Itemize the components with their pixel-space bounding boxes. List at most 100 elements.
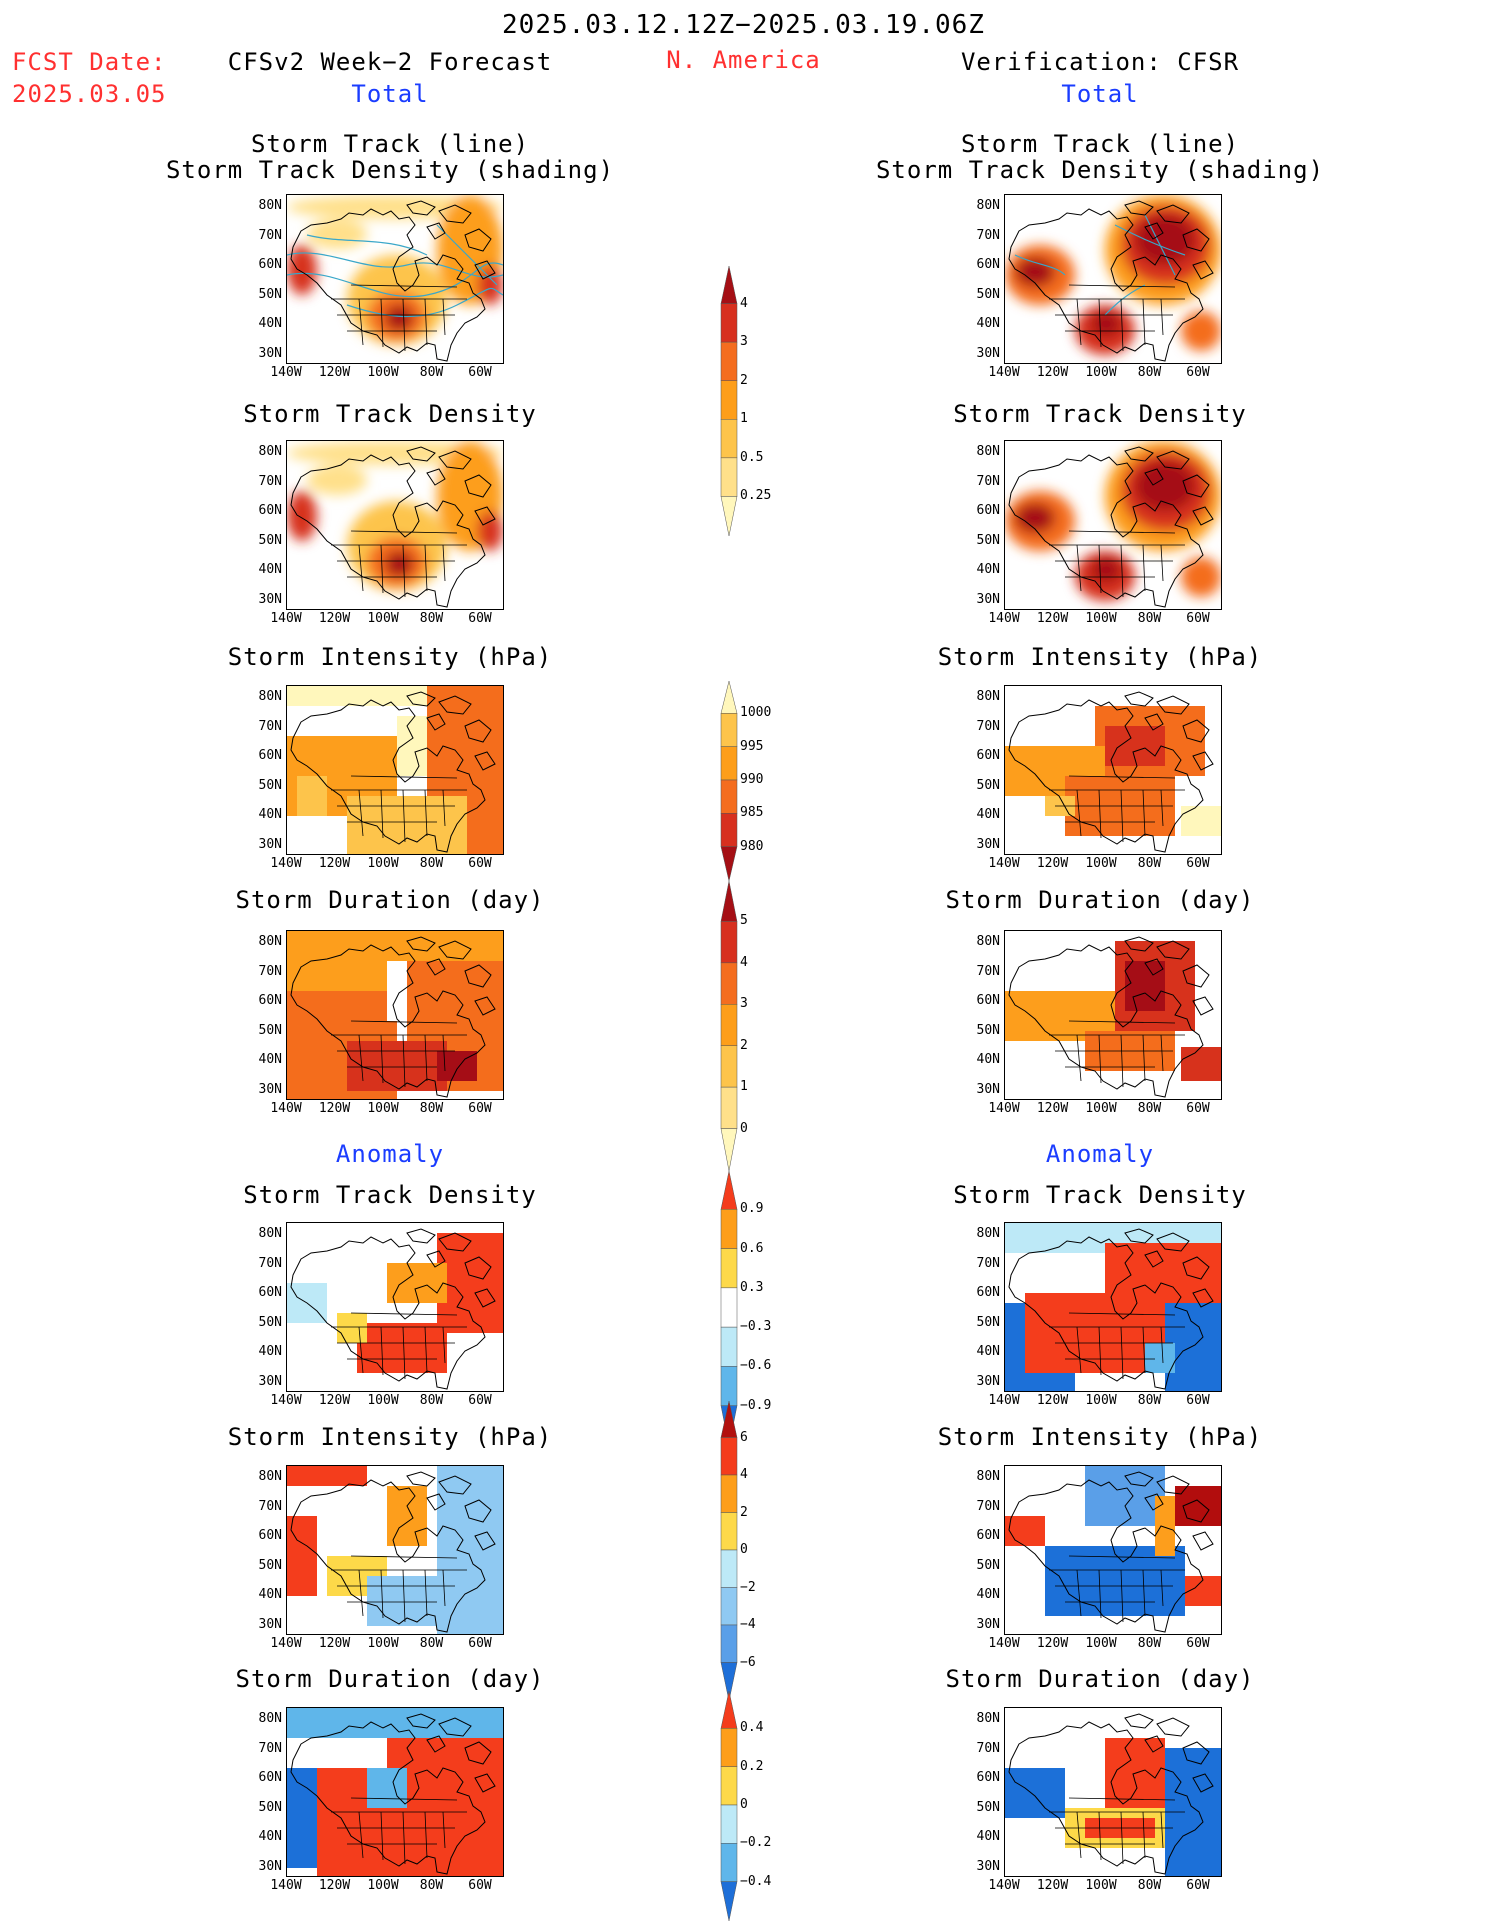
colorbar-tick-label: 5 (740, 913, 748, 929)
lon-tick-label: 140W (270, 365, 302, 380)
lon-tick-label: 80W (419, 1101, 444, 1116)
lat-tick-label: 70N (258, 1255, 282, 1271)
lat-tick-label: 60N (258, 748, 282, 763)
lon-tick-label: 100W (1085, 1878, 1117, 1893)
lat-tick-label: 80N (258, 1226, 282, 1241)
colorbar-tick-label: 2 (740, 1037, 748, 1053)
lon-tick-label: 80W (419, 1878, 444, 1893)
lat-tick-label: 60N (258, 503, 282, 518)
lon-tick-label: 60W (1186, 1636, 1210, 1651)
lat-tick-label: 60N (976, 1770, 1000, 1785)
lat-tick-label: 70N (976, 963, 1000, 979)
lat-tick-label: 50N (258, 1557, 282, 1573)
lat-tick-label: 30N (976, 1373, 1000, 1389)
lat-tick-label: 30N (976, 1081, 1000, 1097)
lat-tick-label: 60N (976, 1285, 1000, 1300)
lon-tick-label: 100W (1085, 1101, 1117, 1116)
verification-column-title: Verification: CFSR (960, 48, 1240, 76)
lon-tick-label: 60W (1186, 365, 1210, 380)
lon-tick-label: 80W (1137, 1101, 1162, 1116)
verification-adens-map (1004, 1222, 1222, 1392)
lat-tick-label: 60N (976, 1528, 1000, 1543)
lon-tick-label: 120W (318, 1878, 351, 1893)
colorbar-tick-label: 0.2 (740, 1758, 764, 1774)
lat-tick-label: 70N (976, 718, 1000, 734)
lat-tick-label: 60N (258, 1770, 282, 1785)
lat-tick-label: 40N (976, 1052, 1000, 1067)
lon-tick-label: 60W (468, 611, 492, 626)
lat-tick-label: 50N (976, 1799, 1000, 1815)
forecast-aint-map (286, 1465, 504, 1635)
density-colorbar (720, 265, 738, 541)
colorbar-tick-label: 0 (740, 1797, 748, 1812)
lat-tick-label: 50N (258, 532, 282, 548)
colorbar-tick-label: 4 (740, 1467, 748, 1482)
lat-tick-label: 80N (976, 689, 1000, 704)
lat-tick-label: 40N (976, 562, 1000, 577)
colorbar-tick-label: 1 (740, 1079, 748, 1095)
lat-tick-label: 30N (258, 1373, 282, 1389)
forecast-density-map (286, 440, 504, 610)
colorbar-tick-label: −0.3 (740, 1319, 772, 1335)
lat-tick-label: 40N (976, 1829, 1000, 1844)
lon-tick-label: 60W (468, 1636, 492, 1651)
colorbar-tick-label: 0.4 (740, 1720, 764, 1736)
lat-tick-label: 50N (976, 1557, 1000, 1573)
forecast-track-map (286, 194, 504, 364)
lon-tick-label: 120W (318, 1101, 351, 1116)
lon-tick-label: 140W (270, 1393, 302, 1408)
colorbar-tick-label: 0.9 (740, 1201, 764, 1217)
duration-colorbar (720, 880, 738, 1176)
lon-tick-label: 80W (419, 856, 444, 871)
anom-intensity-colorbar (720, 1400, 738, 1706)
lon-tick-label: 100W (367, 1101, 399, 1116)
lat-tick-label: 60N (976, 503, 1000, 518)
lon-tick-label: 120W (318, 365, 351, 380)
lat-tick-label: 80N (976, 934, 1000, 949)
verification-intensity-title: Storm Intensity (hPa) (937, 643, 1263, 671)
colorbar-tick-label: −2 (740, 1579, 756, 1595)
lat-tick-label: 60N (258, 993, 282, 1008)
colorbar-tick-label: 4 (740, 295, 748, 311)
lat-tick-label: 50N (258, 1314, 282, 1330)
colorbar-tick-label: 0.25 (740, 488, 772, 504)
fcst-date-value: 2025.03.05 (12, 80, 167, 108)
lat-tick-label: 50N (258, 1022, 282, 1038)
lon-tick-label: 120W (1036, 1101, 1069, 1116)
colorbar-tick-label: 3 (740, 996, 748, 1012)
lat-tick-label: 80N (976, 444, 1000, 459)
lon-tick-label: 60W (1186, 1101, 1210, 1116)
colorbar-tick-label: 0 (740, 1542, 748, 1557)
lat-tick-label: 70N (976, 1498, 1000, 1514)
lat-tick-label: 70N (976, 227, 1000, 243)
lon-tick-label: 140W (270, 856, 302, 871)
verification-total-label: Total (1061, 80, 1139, 108)
colorbar-tick-label: 985 (740, 805, 764, 821)
lat-tick-label: 50N (976, 286, 1000, 302)
lat-tick-label: 40N (976, 807, 1000, 822)
forecast-adur-map (286, 1707, 504, 1877)
lon-tick-label: 100W (1085, 611, 1117, 626)
lat-tick-label: 30N (258, 1081, 282, 1097)
colorbar-tick-label: −0.6 (740, 1358, 772, 1374)
lat-tick-label: 50N (258, 1799, 282, 1815)
lon-tick-label: 60W (468, 365, 492, 380)
forecast-column-title: CFSv2 Week−2 Forecast (227, 48, 553, 76)
anom-duration-colorbar (720, 1690, 738, 1926)
colorbar-tick-label: −6 (740, 1654, 756, 1670)
lon-tick-label: 60W (468, 1101, 492, 1116)
lat-tick-label: 50N (976, 1314, 1000, 1330)
lon-tick-label: 140W (270, 1101, 302, 1116)
lon-tick-label: 140W (988, 1636, 1020, 1651)
colorbar-tick-label: 4 (740, 954, 748, 970)
colorbar-tick-label: 990 (740, 772, 764, 787)
lat-tick-label: 70N (258, 963, 282, 979)
lon-tick-label: 140W (270, 1878, 302, 1893)
forecast-anom-intensity-title: Storm Intensity (hPa) (227, 1423, 553, 1451)
lat-tick-label: 40N (976, 1587, 1000, 1602)
lat-tick-label: 40N (258, 1587, 282, 1602)
colorbar-tick-label: 2 (740, 1504, 748, 1520)
lon-tick-label: 140W (988, 611, 1020, 626)
lon-tick-label: 60W (1186, 856, 1210, 871)
lon-tick-label: 80W (419, 611, 444, 626)
